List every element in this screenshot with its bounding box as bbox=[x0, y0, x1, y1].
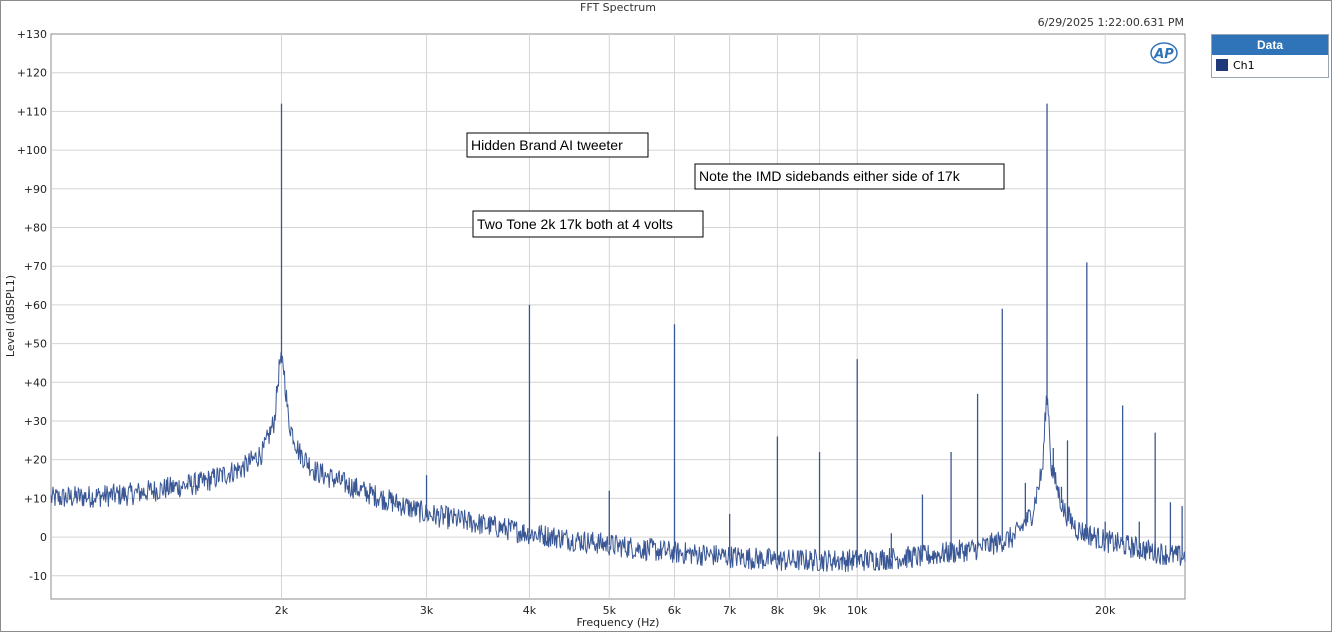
legend-header: Data bbox=[1212, 35, 1328, 55]
annotation-box: Hidden Brand AI tweeter bbox=[466, 132, 649, 158]
ap-logo-text: AP bbox=[1153, 47, 1174, 62]
y-tick-label: +20 bbox=[24, 454, 47, 467]
x-tick-label: 10k bbox=[847, 604, 868, 617]
annotation-text: Two Tone 2k 17k both at 4 volts bbox=[477, 216, 673, 232]
series-line-ch1 bbox=[50, 351, 1186, 572]
series-layer bbox=[50, 103, 1186, 572]
ap-logo-icon: AP bbox=[1150, 42, 1178, 64]
timestamp: 6/29/2025 1:22:00.631 PM bbox=[1038, 16, 1184, 29]
x-tick-label: 4k bbox=[523, 604, 537, 617]
y-tick-label: +10 bbox=[24, 492, 47, 505]
legend: Data Ch1 bbox=[1211, 34, 1329, 78]
y-tick-label: +60 bbox=[24, 299, 47, 312]
y-tick-label: -10 bbox=[29, 570, 47, 583]
legend-item-label: Ch1 bbox=[1233, 58, 1255, 72]
x-tick-label: 7k bbox=[723, 604, 737, 617]
y-tick-label: +50 bbox=[24, 338, 47, 351]
y-tick-label: +120 bbox=[17, 67, 47, 80]
y-tick-label: +130 bbox=[17, 28, 47, 41]
annotation-text: Hidden Brand AI tweeter bbox=[471, 137, 623, 153]
annotation-box: Note the IMD sidebands either side of 17… bbox=[694, 163, 1005, 190]
y-tick-label: +70 bbox=[24, 260, 47, 273]
y-tick-label: +30 bbox=[24, 415, 47, 428]
y-tick-label: +90 bbox=[24, 183, 47, 196]
y-tick-label: +40 bbox=[24, 376, 47, 389]
x-axis-label: Frequency (Hz) bbox=[577, 616, 660, 629]
annotation-box: Two Tone 2k 17k both at 4 volts bbox=[472, 210, 704, 238]
x-tick-label: 8k bbox=[771, 604, 785, 617]
x-tick-label: 6k bbox=[668, 604, 682, 617]
x-tick-label: 20k bbox=[1095, 604, 1116, 617]
y-tick-label: +80 bbox=[24, 221, 47, 234]
x-tick-label: 5k bbox=[603, 604, 617, 617]
y-tick-label: +100 bbox=[17, 144, 47, 157]
y-axis-ticks: +130+120+110+100+90+80+70+60+50+40+30+20… bbox=[17, 28, 47, 583]
plot-area bbox=[50, 33, 1186, 600]
legend-swatch bbox=[1216, 59, 1228, 71]
y-tick-label: 0 bbox=[40, 531, 47, 544]
x-axis-ticks: 2k 3k 4k 5k 6k 7k 8k 9k 10k 20k bbox=[275, 604, 1116, 617]
annotation-text: Note the IMD sidebands either side of 17… bbox=[699, 168, 961, 184]
x-tick-label: 9k bbox=[813, 604, 827, 617]
chart-title: FFT Spectrum bbox=[580, 1, 656, 14]
y-axis-label: Level (dBSPL1) bbox=[4, 275, 17, 357]
x-tick-label: 3k bbox=[420, 604, 434, 617]
y-tick-label: +110 bbox=[17, 105, 47, 118]
x-tick-label: 2k bbox=[275, 604, 289, 617]
legend-item-ch1[interactable]: Ch1 bbox=[1212, 55, 1328, 75]
